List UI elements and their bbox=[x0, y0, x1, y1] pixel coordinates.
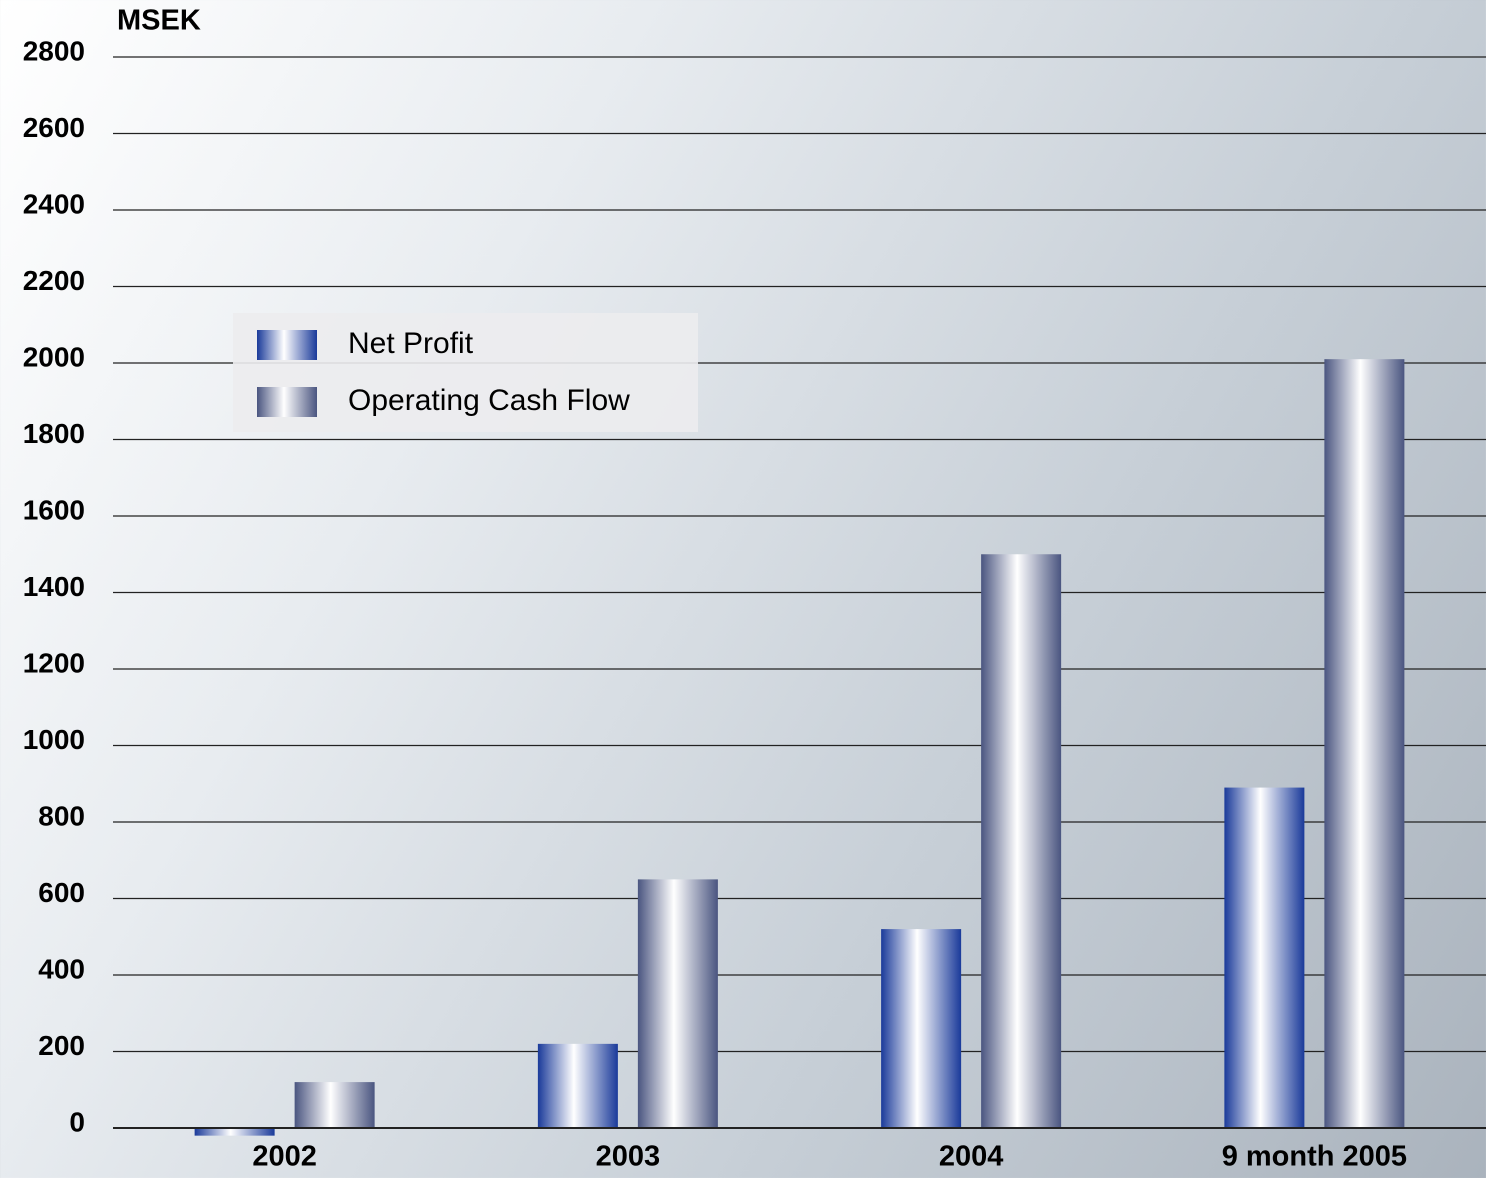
y-axis-label: MSEK bbox=[117, 5, 201, 37]
y-tick-label: 400 bbox=[38, 953, 85, 984]
bar bbox=[981, 554, 1062, 1128]
x-tick-label: 9 month 2005 bbox=[1222, 1141, 1407, 1173]
y-tick-label: 1800 bbox=[23, 418, 85, 449]
bar bbox=[194, 1128, 275, 1136]
legend-swatch bbox=[257, 330, 317, 360]
x-tick-label: 2002 bbox=[252, 1141, 317, 1173]
bar bbox=[537, 1043, 618, 1128]
y-tick-label: 2600 bbox=[23, 112, 85, 143]
y-tick-label: 2400 bbox=[23, 188, 85, 219]
y-tick-label: 600 bbox=[38, 877, 85, 908]
y-tick-label: 1000 bbox=[23, 724, 85, 755]
legend-label: Operating Cash Flow bbox=[348, 384, 630, 417]
y-tick-label: 800 bbox=[38, 800, 85, 831]
x-tick-label: 2003 bbox=[596, 1141, 661, 1173]
y-tick-label: 2200 bbox=[23, 265, 85, 296]
y-tick-label: 1600 bbox=[23, 494, 85, 525]
bar bbox=[1324, 359, 1405, 1128]
bar bbox=[294, 1082, 375, 1128]
bar bbox=[1224, 787, 1305, 1128]
y-tick-label: 1400 bbox=[23, 571, 85, 602]
x-tick-label: 2004 bbox=[939, 1141, 1004, 1173]
y-tick-label: 2800 bbox=[23, 35, 85, 66]
y-tick-label: 2000 bbox=[23, 341, 85, 372]
y-tick-label: 0 bbox=[69, 1106, 85, 1137]
bar bbox=[881, 929, 962, 1128]
legend-label: Net Profit bbox=[348, 327, 474, 360]
y-tick-label: 200 bbox=[38, 1030, 85, 1061]
legend-swatch bbox=[257, 387, 317, 417]
bar bbox=[637, 879, 718, 1128]
y-tick-label: 1200 bbox=[23, 647, 85, 678]
